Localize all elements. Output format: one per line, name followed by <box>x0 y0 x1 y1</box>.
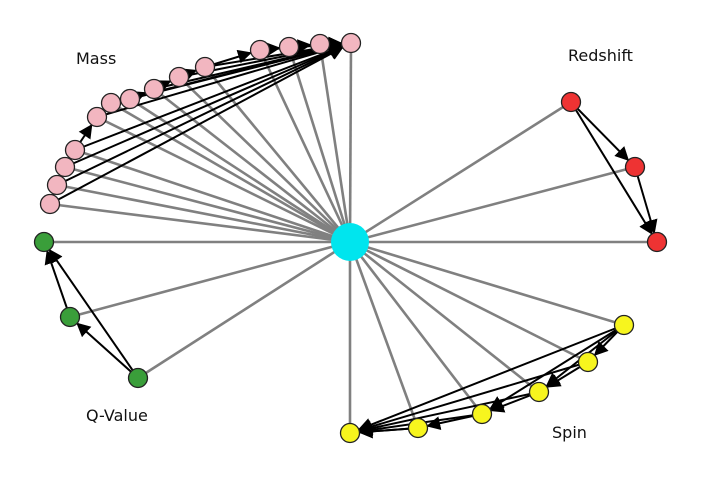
spoke-mass-1 <box>56 183 351 244</box>
mass-node-7 <box>143 78 165 100</box>
qvalue-node-1 <box>59 306 81 328</box>
spin-node-1 <box>577 351 599 373</box>
spin-node-2 <box>528 381 550 403</box>
spoke-qvalue-2 <box>137 240 351 380</box>
spoke-redshift-1 <box>349 165 636 244</box>
arrow-spin-chain-4 <box>349 424 419 439</box>
spoke-mass-2 <box>64 165 351 244</box>
spoke-spin-0 <box>349 240 625 327</box>
arrow-redshift-1 <box>570 101 658 243</box>
spoke-mass-5 <box>110 101 351 244</box>
mass-node-8 <box>168 66 190 88</box>
group-label-qvalue: Q-Value <box>86 406 148 425</box>
spoke-mass-13 <box>348 42 353 243</box>
mass-node-11 <box>278 36 300 58</box>
group-label-spin: Spin <box>552 423 587 442</box>
mass-node-3 <box>64 139 86 161</box>
group-label-mass: Mass <box>76 49 116 68</box>
spin-node-0 <box>613 314 635 336</box>
group-label-redshift: Redshift <box>568 46 633 65</box>
mass-node-0 <box>39 193 61 215</box>
mass-node-1 <box>46 174 68 196</box>
spoke-mass-12 <box>318 43 352 243</box>
arrow-mass-fan-1 <box>56 42 352 186</box>
mass-node-12 <box>309 33 331 55</box>
spoke-mass-0 <box>49 202 351 244</box>
arrow-spin-chain-2 <box>481 391 540 415</box>
arrow-mass-fan-2 <box>64 42 352 168</box>
arrow-mass-fan-0 <box>49 42 352 205</box>
mass-node-6 <box>119 88 141 110</box>
arrow-spin-chain-3 <box>417 413 483 431</box>
hub-node <box>331 223 369 261</box>
spoke-spin-1 <box>349 240 589 364</box>
mass-node-10 <box>249 39 271 61</box>
redshift-node-0 <box>560 91 582 113</box>
arrow-redshift-0 <box>570 101 636 168</box>
mass-node-5 <box>100 92 122 114</box>
redshift-node-2 <box>646 231 668 253</box>
spin-node-3 <box>471 403 493 425</box>
mass-node-4 <box>86 106 108 128</box>
arrow-spin-fan-2 <box>349 391 540 436</box>
mass-node-2 <box>54 156 76 178</box>
arrow-spin-fan-0 <box>349 324 625 434</box>
arrow-qvalue-2 <box>43 241 71 318</box>
spin-node-5 <box>339 422 361 444</box>
mass-node-9 <box>194 56 216 78</box>
arrow-qvalue-1 <box>69 316 139 379</box>
arrow-mass-fan-4 <box>96 42 352 118</box>
spoke-mass-11 <box>287 46 352 243</box>
arrow-qvalue-0 <box>43 241 139 379</box>
spin-node-4 <box>407 417 429 439</box>
nodes <box>33 32 668 444</box>
spoke-qvalue-1 <box>69 240 351 319</box>
spoke-redshift-0 <box>349 100 572 244</box>
arrow-mass-fan-3 <box>74 42 352 151</box>
spoke-spin-3 <box>348 241 484 415</box>
arrow-spin-extra-3 <box>481 324 625 415</box>
qvalue-node-2 <box>127 367 149 389</box>
spoke-mass-4 <box>96 115 351 244</box>
spoke-spin-2 <box>349 240 540 394</box>
redshift-node-1 <box>624 156 646 178</box>
spoke-edges <box>44 42 657 433</box>
mass-node-13 <box>340 32 362 54</box>
arrow-redshift-2 <box>634 166 658 243</box>
spoke-mass-7 <box>153 87 351 244</box>
spoke-mass-10 <box>258 49 352 243</box>
qvalue-node-0 <box>33 231 55 253</box>
spoke-spin-4 <box>348 241 420 429</box>
